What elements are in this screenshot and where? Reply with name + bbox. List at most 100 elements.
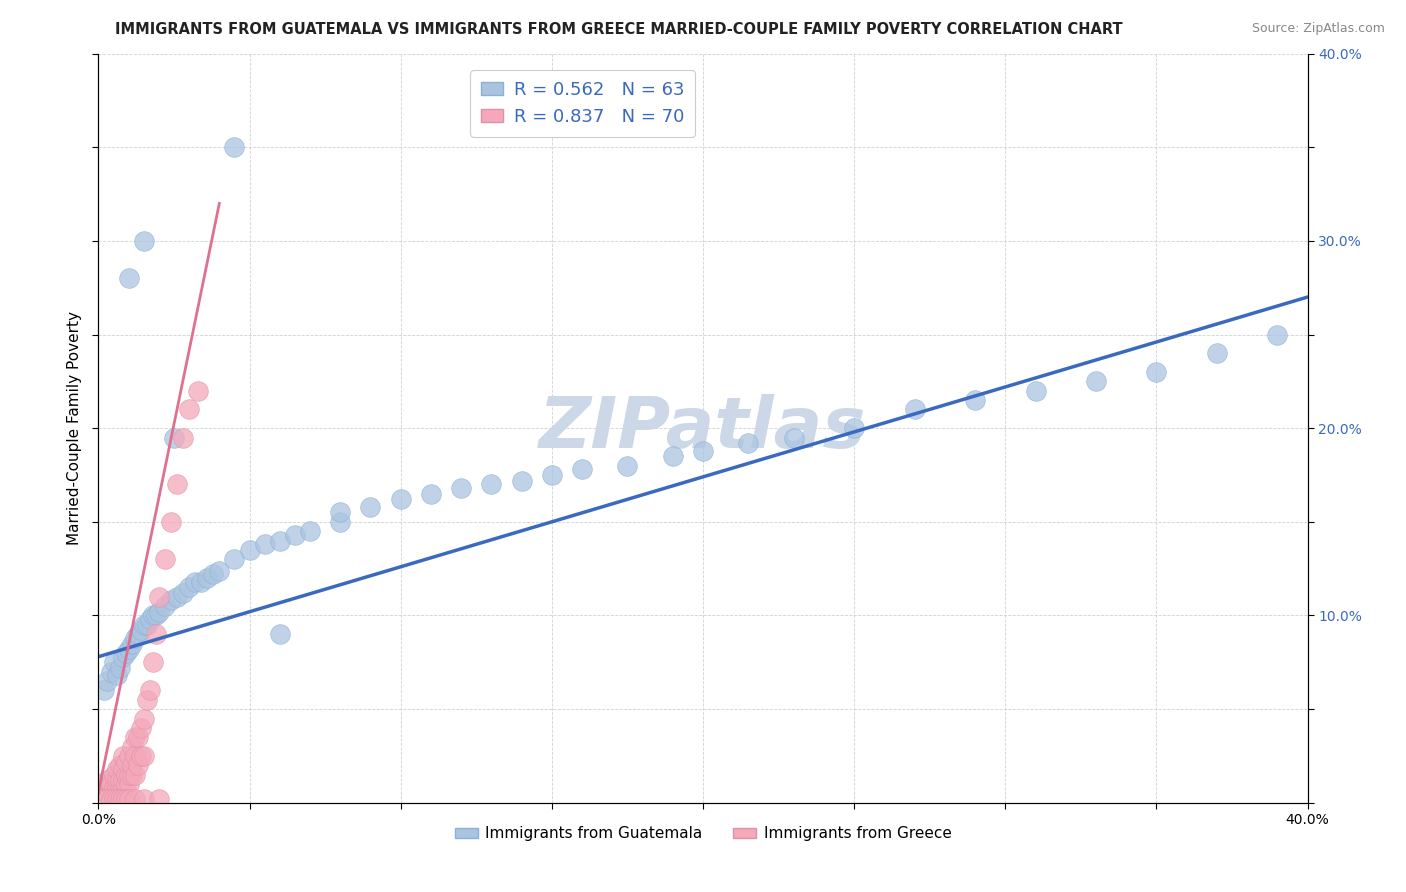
Point xyxy=(571,462,593,476)
Point xyxy=(111,780,134,795)
Point xyxy=(121,739,143,754)
Point xyxy=(166,477,188,491)
Point xyxy=(195,571,218,585)
Point xyxy=(100,787,122,801)
Point xyxy=(111,649,134,664)
Point xyxy=(114,767,136,781)
Point xyxy=(129,624,152,638)
Point xyxy=(135,692,157,706)
Point xyxy=(172,586,194,600)
Point xyxy=(118,749,141,764)
Point xyxy=(142,655,165,669)
Point xyxy=(124,749,146,764)
Point xyxy=(153,599,176,614)
Point xyxy=(737,436,759,450)
Point xyxy=(105,780,128,795)
Point xyxy=(111,773,134,788)
Point xyxy=(179,581,201,595)
Point xyxy=(160,593,183,607)
Point xyxy=(105,787,128,801)
Point xyxy=(108,661,131,675)
Point xyxy=(1085,375,1108,389)
Point xyxy=(299,524,322,539)
Point xyxy=(329,505,352,519)
Point xyxy=(93,683,115,698)
Point xyxy=(111,792,134,806)
Point xyxy=(124,730,146,744)
Point xyxy=(904,402,927,417)
Point xyxy=(96,674,118,689)
Point xyxy=(96,773,118,788)
Point xyxy=(96,780,118,795)
Point xyxy=(105,773,128,788)
Point xyxy=(184,574,207,589)
Point xyxy=(389,492,412,507)
Point xyxy=(153,552,176,566)
Point xyxy=(93,777,115,791)
Point xyxy=(616,458,638,473)
Point xyxy=(100,777,122,791)
Point xyxy=(96,792,118,806)
Point xyxy=(129,721,152,735)
Point xyxy=(105,668,128,682)
Point xyxy=(224,552,246,566)
Point xyxy=(208,564,231,578)
Point xyxy=(540,468,562,483)
Y-axis label: Married-Couple Family Poverty: Married-Couple Family Poverty xyxy=(67,311,83,545)
Point xyxy=(118,792,141,806)
Point xyxy=(172,431,194,445)
Point xyxy=(124,767,146,781)
Point xyxy=(692,443,714,458)
Point xyxy=(118,767,141,781)
Point xyxy=(190,574,212,589)
Point xyxy=(450,481,472,495)
Point xyxy=(90,792,112,806)
Point xyxy=(145,608,167,623)
Point xyxy=(124,792,146,806)
Point xyxy=(108,773,131,788)
Point xyxy=(114,755,136,769)
Point xyxy=(100,792,122,806)
Point xyxy=(132,712,155,726)
Point xyxy=(114,792,136,806)
Point xyxy=(160,515,183,529)
Point xyxy=(93,787,115,801)
Point xyxy=(121,767,143,781)
Point xyxy=(127,627,149,641)
Point xyxy=(103,792,125,806)
Point xyxy=(111,749,134,764)
Point xyxy=(96,792,118,806)
Point xyxy=(124,631,146,645)
Point xyxy=(103,787,125,801)
Point xyxy=(103,767,125,781)
Point xyxy=(90,792,112,806)
Point xyxy=(163,431,186,445)
Point xyxy=(510,474,533,488)
Point xyxy=(118,642,141,657)
Point xyxy=(965,393,987,408)
Point xyxy=(142,608,165,623)
Point xyxy=(139,612,162,626)
Point xyxy=(108,780,131,795)
Point xyxy=(96,787,118,801)
Point xyxy=(127,730,149,744)
Point xyxy=(103,792,125,806)
Text: Source: ZipAtlas.com: Source: ZipAtlas.com xyxy=(1251,22,1385,36)
Point xyxy=(103,655,125,669)
Point xyxy=(284,528,307,542)
Point xyxy=(253,537,276,551)
Point xyxy=(148,792,170,806)
Text: IMMIGRANTS FROM GUATEMALA VS IMMIGRANTS FROM GREECE MARRIED-COUPLE FAMILY POVERT: IMMIGRANTS FROM GUATEMALA VS IMMIGRANTS … xyxy=(115,22,1122,37)
Point xyxy=(224,140,246,154)
Point xyxy=(783,431,806,445)
Point xyxy=(360,500,382,514)
Point xyxy=(145,627,167,641)
Point xyxy=(202,567,225,582)
Point xyxy=(93,792,115,806)
Point xyxy=(114,777,136,791)
Point xyxy=(148,590,170,604)
Point xyxy=(166,590,188,604)
Point xyxy=(179,402,201,417)
Point xyxy=(132,618,155,632)
Point xyxy=(118,271,141,285)
